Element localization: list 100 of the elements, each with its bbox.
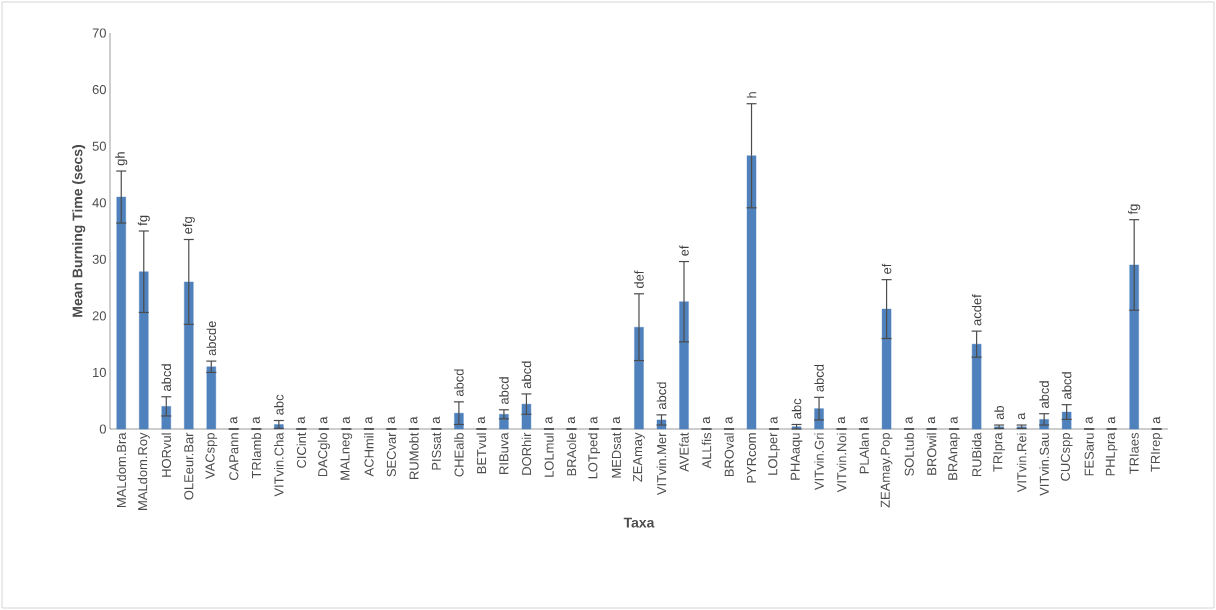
x-tick-label: CUCspp bbox=[1060, 433, 1073, 481]
annotation: fg bbox=[1128, 204, 1141, 215]
annotation: a bbox=[1085, 416, 1093, 424]
bar bbox=[971, 343, 982, 430]
annotation: a bbox=[477, 416, 485, 424]
x-tick-label: HORvul bbox=[161, 433, 172, 477]
x-tick-label: TRIrep bbox=[1150, 433, 1163, 472]
x-tick-label: MEDsat bbox=[611, 432, 621, 478]
x-tick-label: MALneg bbox=[340, 433, 353, 480]
annotation: abcd bbox=[161, 364, 172, 392]
x-tick-label: ACHmil bbox=[364, 433, 374, 477]
x-tick-label: VITvin.Gri bbox=[814, 433, 824, 491]
annotation: a bbox=[320, 416, 328, 424]
x-tick-label: ZEAmay.Pop bbox=[880, 433, 893, 508]
y-tick-label: 50 bbox=[92, 141, 106, 151]
x-tick-label: CICint bbox=[296, 432, 307, 468]
x-tick-label: BETvul bbox=[476, 433, 487, 474]
x-tick-label: TRIaes bbox=[1129, 432, 1139, 474]
x-tick-label: TRIamb bbox=[251, 433, 262, 479]
annotation: a bbox=[365, 416, 373, 424]
annotation: a bbox=[905, 416, 913, 424]
x-tick-label: VACspp bbox=[205, 433, 218, 480]
y-tick-label: 0 bbox=[99, 424, 106, 434]
x-tick-label: DORhir bbox=[521, 432, 532, 475]
x-tick-label: AVEfat bbox=[679, 432, 689, 472]
annotation: abcde bbox=[206, 321, 217, 356]
x-tick-label: VITvin.Mer bbox=[656, 432, 667, 496]
x-tick-label: VITvin.Cha bbox=[274, 432, 284, 497]
annotation: a bbox=[725, 416, 733, 424]
x-tick-label: LOTped bbox=[587, 433, 600, 479]
x-tick-label: SOLtub bbox=[904, 433, 914, 476]
bar bbox=[116, 196, 126, 430]
y-tick-label: 10 bbox=[93, 367, 106, 378]
annotation: a bbox=[950, 416, 958, 424]
x-tick-label: VITvin.Rei bbox=[1016, 433, 1027, 493]
bar bbox=[881, 308, 892, 430]
annotation: ef bbox=[679, 245, 689, 256]
x-tick-label: ALLfis bbox=[701, 432, 712, 469]
annotation: acdef bbox=[971, 294, 982, 326]
annotation: abcd bbox=[499, 377, 509, 405]
annotation: abcd bbox=[454, 369, 464, 397]
annotation: ab bbox=[994, 405, 1004, 420]
x-tick-label: BRAnap bbox=[948, 433, 960, 480]
annotation: a bbox=[297, 416, 305, 424]
x-tick-label: PHAaqu bbox=[790, 433, 803, 480]
annotation: abcd bbox=[1061, 372, 1072, 399]
x-tick-label: PYRcom bbox=[747, 433, 757, 483]
x-tick-label: ZEAmay bbox=[633, 432, 645, 482]
y-tick-label: 20 bbox=[92, 311, 106, 321]
annotation: h bbox=[746, 92, 757, 98]
x-tick-label: FESaru bbox=[1084, 433, 1094, 476]
annotation: gh bbox=[115, 152, 128, 166]
annotation: a bbox=[410, 416, 418, 424]
x-tick-label: PISsat bbox=[431, 432, 441, 470]
annotation: a bbox=[545, 416, 553, 424]
x-tick-label: MALdom.Roy bbox=[137, 432, 150, 510]
annotation: a bbox=[860, 416, 868, 424]
annotation: abc bbox=[274, 394, 284, 415]
annotation: a bbox=[1153, 416, 1161, 424]
annotation: a bbox=[770, 416, 778, 424]
annotation: a bbox=[230, 416, 238, 424]
x-axis-title: Taxa bbox=[623, 517, 655, 528]
annotation: abcd bbox=[1039, 381, 1049, 408]
y-tick-label: 40 bbox=[92, 198, 106, 208]
x-tick-label: PLAlan bbox=[859, 433, 869, 474]
x-tick-label: BRAole bbox=[566, 433, 577, 476]
x-tick-label: OLEeur.Bar bbox=[184, 432, 194, 500]
annotation: a bbox=[1018, 412, 1026, 420]
annotation: fg bbox=[137, 215, 150, 226]
x-tick-label: LOLmul bbox=[544, 433, 554, 477]
bar bbox=[634, 326, 644, 430]
annotation: a bbox=[612, 416, 621, 424]
annotation: def bbox=[634, 270, 644, 289]
x-tick-label: DACglo bbox=[317, 433, 330, 477]
x-tick-label: BROval bbox=[724, 433, 734, 477]
y-tick-label: 60 bbox=[92, 84, 106, 95]
annotation: a bbox=[1108, 416, 1116, 424]
annotation: a bbox=[928, 416, 936, 424]
x-tick-label: VITvin.Noi bbox=[836, 433, 847, 493]
bar bbox=[679, 301, 689, 430]
annotation: a bbox=[387, 416, 395, 424]
bar bbox=[184, 281, 194, 430]
y-tick-label: 70 bbox=[92, 28, 106, 38]
annotation: a bbox=[590, 416, 598, 424]
annotation: a bbox=[432, 416, 440, 424]
x-tick-label: PHLpra bbox=[1105, 432, 1118, 476]
x-tick-label: VITvin.Sau bbox=[1039, 433, 1049, 496]
bar bbox=[1129, 264, 1139, 430]
annotation: abcd bbox=[656, 382, 667, 410]
bar bbox=[206, 366, 216, 430]
x-tick-label: BROwil bbox=[926, 433, 937, 475]
annotation: a bbox=[342, 416, 350, 424]
x-tick-label: RUBida bbox=[971, 432, 982, 477]
annotation: abc bbox=[791, 398, 802, 419]
bar bbox=[139, 271, 149, 430]
x-tick-label: LOLper bbox=[768, 432, 780, 475]
annotation: a bbox=[567, 416, 575, 424]
y-axis-title: Mean Burning Time (secs) bbox=[72, 145, 86, 317]
x-tick-label: CHEalb bbox=[454, 433, 464, 477]
annotation: a bbox=[702, 416, 711, 424]
